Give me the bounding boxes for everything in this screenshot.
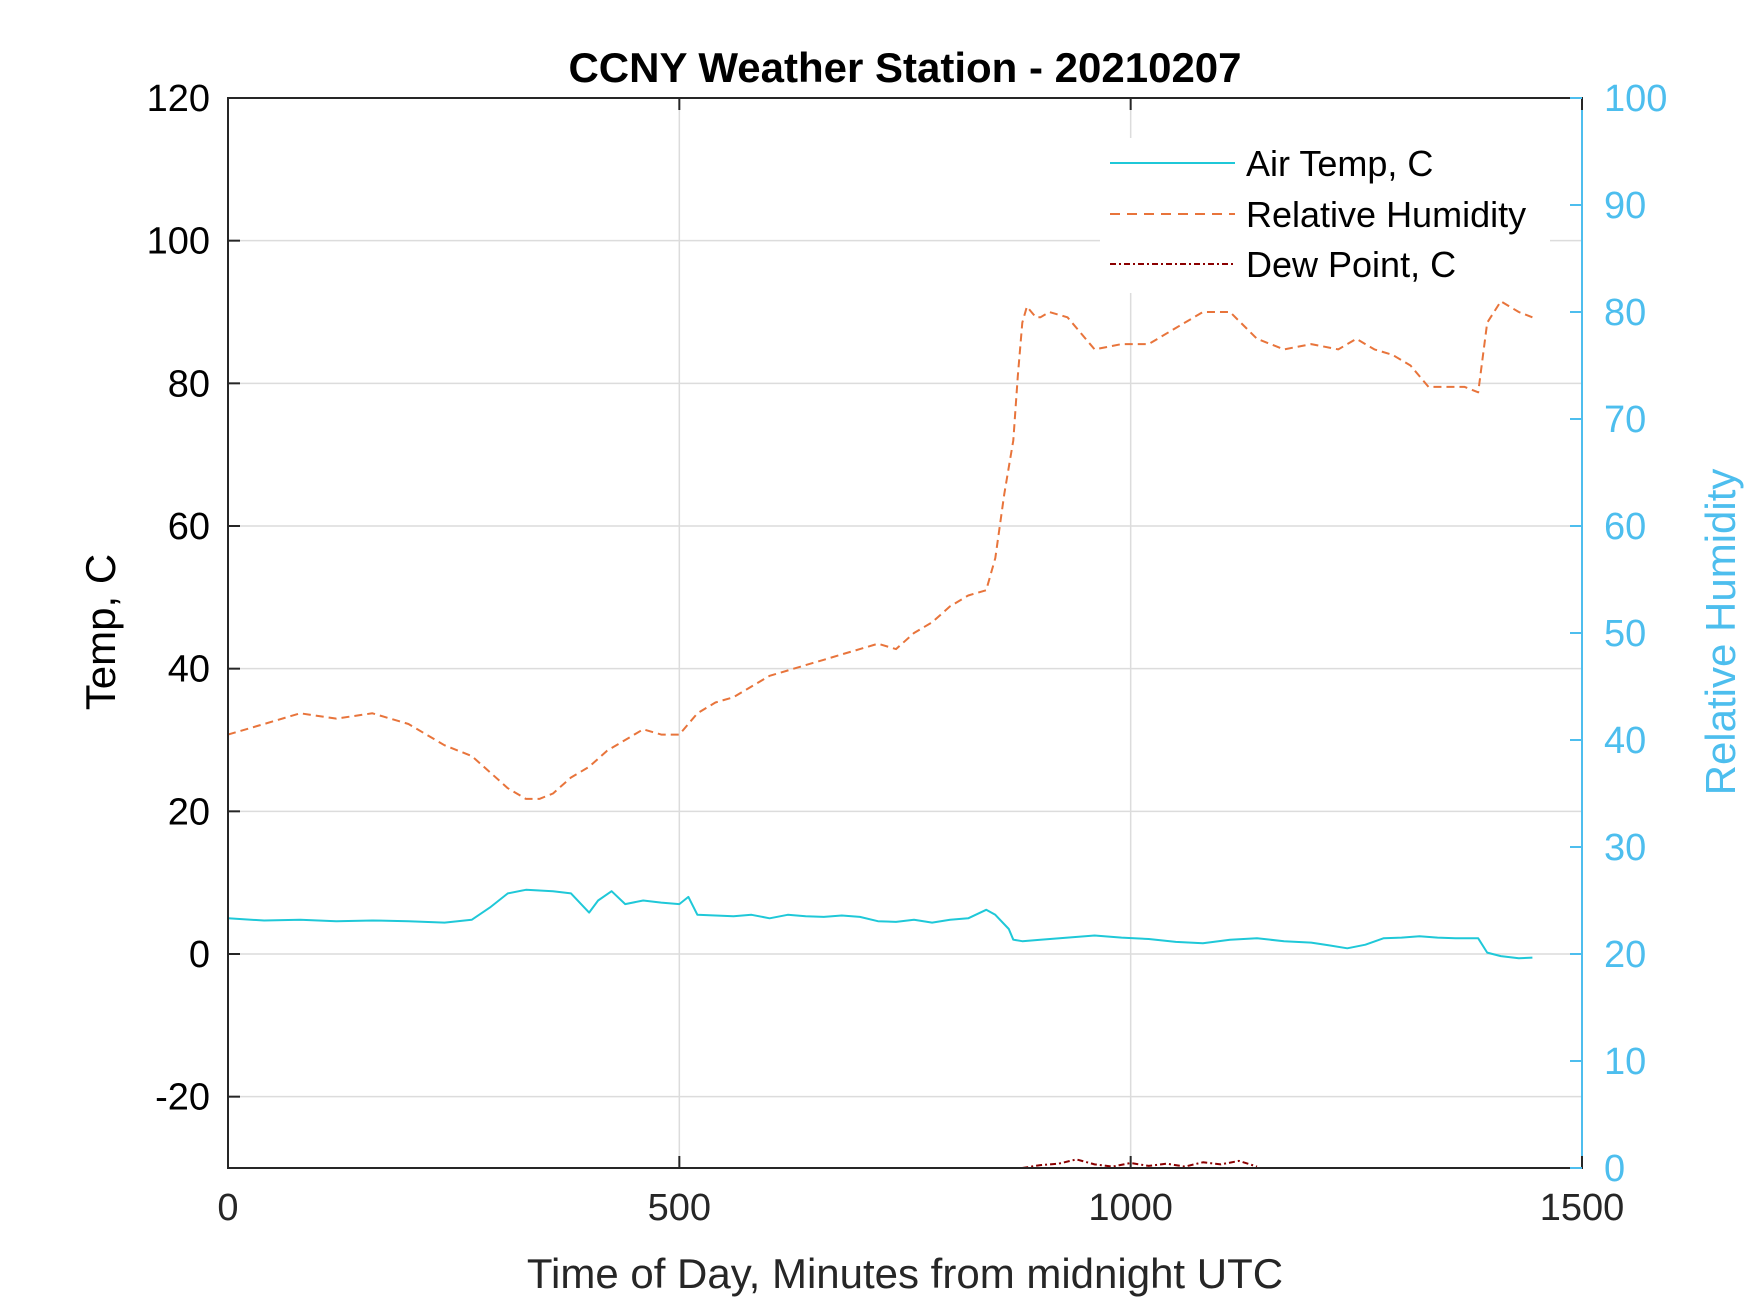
y-left-tick-label: 80 <box>168 363 210 405</box>
chart-title: CCNY Weather Station - 20210207 <box>568 44 1241 91</box>
series-layer <box>227 300 1533 1169</box>
y-left-tick-label: -20 <box>155 1077 210 1119</box>
y-right-tick-label: 30 <box>1604 827 1646 869</box>
legend-label-dew-point: Dew Point, C <box>1246 244 1456 285</box>
y-right-tick-label: 80 <box>1604 292 1646 334</box>
y-left-tick-label: 60 <box>168 506 210 548</box>
relative-humidity-line <box>227 300 1533 800</box>
tick-layer: 0 500 1000 1500 -20 0 20 40 60 80 100 120 0 10 20 30 40 5… <box>147 78 1668 1229</box>
y-left-tick-label: 0 <box>189 934 210 976</box>
x-tick-label: 500 <box>648 1187 711 1229</box>
y-right-tick-label: 70 <box>1604 399 1646 441</box>
y-left-tick-label: 120 <box>147 78 210 120</box>
y-right-tick-label: 100 <box>1604 78 1667 120</box>
x-tick-label: 0 <box>217 1187 238 1229</box>
grid-lines <box>228 98 1582 1168</box>
y-left-tick-label: 100 <box>147 221 210 263</box>
y-axis-left-title: Temp, C <box>77 554 124 710</box>
y-left-tick-label: 20 <box>168 791 210 833</box>
x-tick-label: 1500 <box>1540 1187 1625 1229</box>
y-right-tick-label: 0 <box>1604 1148 1625 1190</box>
air-temp-line <box>227 888 1533 960</box>
y-right-tick-label: 20 <box>1604 934 1646 976</box>
x-tick-label: 1000 <box>1088 1187 1173 1229</box>
legend-label-relative-humidity: Relative Humidity <box>1246 194 1526 235</box>
legend: Air Temp, C Relative Humidity Dew Point,… <box>1100 138 1550 293</box>
y-left-tick-label: 40 <box>168 649 210 691</box>
y-right-tick-label: 40 <box>1604 720 1646 762</box>
x-axis-title: Time of Day, Minutes from midnight UTC <box>527 1250 1283 1297</box>
y-right-tick-label: 50 <box>1604 613 1646 655</box>
y-right-tick-label: 90 <box>1604 185 1646 227</box>
legend-label-air-temp: Air Temp, C <box>1246 143 1433 184</box>
y-right-tick-label: 10 <box>1604 1041 1646 1083</box>
y-axis-right-title: Relative Humidity <box>1697 469 1744 796</box>
dew-point-line <box>1022 1158 1258 1169</box>
y-right-tick-label: 60 <box>1604 506 1646 548</box>
